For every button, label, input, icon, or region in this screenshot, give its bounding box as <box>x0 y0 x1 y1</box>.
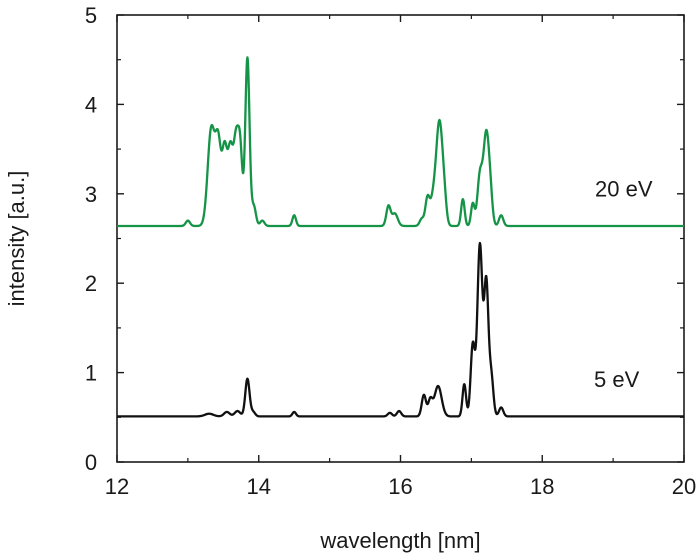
x-tick-label: 14 <box>247 474 271 499</box>
series-line-5-ev <box>116 241 685 418</box>
y-tick-label: 1 <box>85 361 97 386</box>
x-tick-label: 20 <box>672 474 696 499</box>
y-tick-label: 4 <box>85 92 97 117</box>
x-tick-label: 16 <box>388 474 412 499</box>
tick-marks <box>116 14 685 463</box>
y-tick-label: 3 <box>85 182 97 207</box>
series-annotation: 20 eV <box>595 176 653 201</box>
x-tick-label: 18 <box>530 474 554 499</box>
plot-frame <box>116 14 685 463</box>
y-tick-label: 0 <box>85 450 97 475</box>
annotation-layer: 20 eV 5 eV <box>594 176 653 391</box>
y-tick-label: 5 <box>85 3 97 28</box>
x-tick-label: 12 <box>105 474 129 499</box>
y-tick-label: 2 <box>85 271 97 296</box>
y-axis-label: intensity [a.u.] <box>4 171 29 307</box>
series-line-20-ev <box>116 56 685 228</box>
series-annotation: 5 eV <box>594 367 640 392</box>
series-layer <box>116 56 685 418</box>
x-axis-label: wavelength [nm] <box>319 528 480 553</box>
